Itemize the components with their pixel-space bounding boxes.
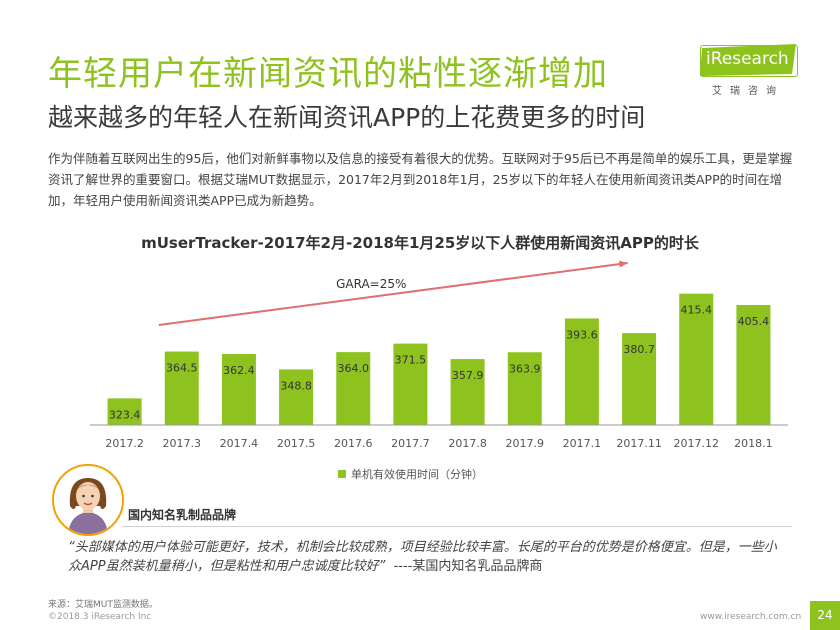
- page-number: 24: [810, 601, 840, 630]
- legend-label: 单机有效使用时间（分钟）: [351, 468, 483, 481]
- data-label: 323.4: [109, 408, 141, 421]
- bar-2017.5: [279, 369, 314, 425]
- avatar-person-icon: [54, 466, 122, 534]
- bar-2017.8: [450, 359, 485, 425]
- data-label: 364.5: [166, 362, 198, 375]
- copyright: ©2018.3 iResearch Inc: [48, 612, 152, 622]
- page-subtitle: 越来越多的年轻人在新闻资讯APP的上花费更多的时间: [48, 103, 646, 132]
- data-label: 371.5: [395, 354, 427, 367]
- quote-text: “头部媒体的用户体验可能更好，技术，机制会比较成熟，项目经验比较丰富。长尾的平台…: [68, 538, 788, 576]
- chart-legend: 单机有效使用时间（分钟）: [338, 466, 483, 482]
- intro-paragraph: 作为伴随着互联网出生的95后，他们对新鲜事物以及信息的接受有着很大的优势。互联网…: [48, 151, 793, 208]
- bar-2017.3: [164, 351, 199, 425]
- x-tick-label: 2017.7: [391, 437, 430, 450]
- page-title: 年轻用户在新闻资讯的粘性逐渐增加: [48, 54, 608, 94]
- bar-2017.11: [622, 333, 657, 425]
- bar-2017.12: [679, 293, 714, 425]
- avatar: [52, 464, 124, 536]
- x-tick-label: 2017.4: [220, 437, 259, 450]
- source-note: 来源：艾瑞MUT监测数据。: [48, 600, 158, 610]
- quote-author: ----某国内知名乳品品牌商: [393, 559, 543, 574]
- growth-annotation: GARA=25%: [336, 277, 406, 291]
- x-tick-label: 2017.3: [163, 437, 202, 450]
- divider: [122, 526, 792, 527]
- logo-subtext: 艾瑞咨询: [712, 86, 784, 97]
- bar-2017.4: [221, 353, 256, 425]
- bar-2017.7: [393, 343, 428, 425]
- quote-body: “头部媒体的用户体验可能更好，技术，机制会比较成熟，项目经验比较丰富。长尾的平台…: [68, 540, 777, 574]
- data-label: 380.7: [623, 343, 655, 356]
- x-tick-label: 2017.5: [277, 437, 316, 450]
- x-tick-label: 2017.2: [105, 437, 144, 450]
- legend-swatch: [338, 470, 346, 478]
- data-label: 364.0: [338, 362, 370, 375]
- x-tick-label: 2017.6: [334, 437, 373, 450]
- quote-source-label: 国内知名乳制品品牌: [128, 508, 237, 522]
- website-link: www.iresearch.com.cn: [700, 612, 802, 622]
- x-tick-label: 2017.1: [563, 437, 602, 450]
- x-tick-label: 2017.11: [616, 437, 662, 450]
- data-label: 362.4: [223, 364, 255, 377]
- bar-2017.6: [336, 352, 371, 425]
- bar-chart: 323.4 2017.2 364.5 2017.3 362.4 2017.4 348.8 20…: [90, 260, 788, 450]
- data-label: 357.9: [452, 369, 484, 382]
- data-label: 415.4: [681, 304, 713, 317]
- data-label: 393.6: [566, 328, 598, 341]
- logo-name: iResearch: [706, 49, 789, 69]
- logo-shape: [700, 44, 796, 76]
- data-label: 363.9: [509, 362, 541, 375]
- trend-arrowhead: [618, 260, 628, 268]
- bar-2017.1: [564, 318, 599, 425]
- logo-frame: [700, 45, 798, 77]
- chart-title: mUserTracker-2017年2月-2018年1月25岁以下人群使用新闻资…: [141, 234, 699, 252]
- trend-line: [158, 262, 628, 326]
- bar-2017.2: [107, 398, 142, 425]
- x-tick-label: 2017.8: [448, 437, 487, 450]
- x-tick-label: 2018.1: [734, 437, 773, 450]
- data-label: 405.4: [738, 315, 770, 328]
- x-tick-label: 2017.12: [674, 437, 720, 450]
- x-tick-label: 2017.9: [506, 437, 545, 450]
- iresearch-logo: iResearch 艾瑞咨询: [692, 40, 812, 100]
- bar-2017.9: [507, 352, 542, 425]
- bar-2018.1: [736, 305, 771, 425]
- data-label: 348.8: [280, 379, 312, 392]
